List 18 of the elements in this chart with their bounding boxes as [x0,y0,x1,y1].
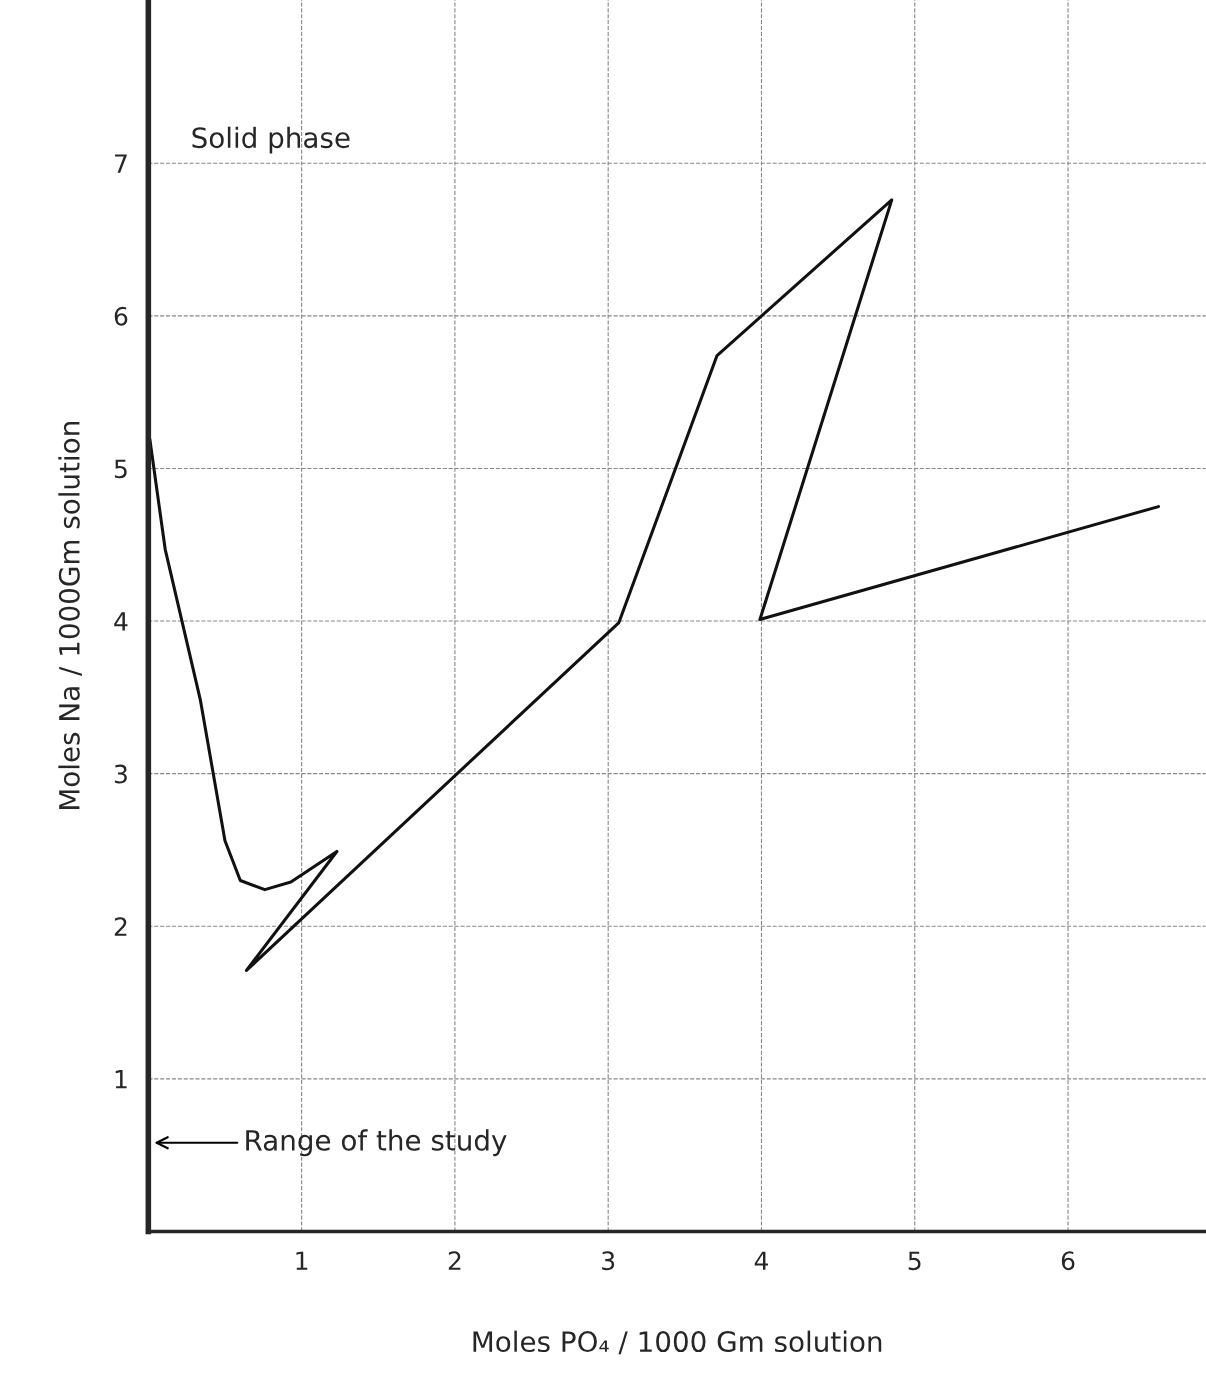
x-tick-label: 2 [448,1251,461,1270]
x-tick-label: 6 [1061,1251,1075,1271]
y-tick-label: 2 [114,917,127,936]
y-tick-label: 7 [115,154,127,173]
y-axis-title: Moles Na / 1000Gm solution [58,422,83,809]
y-tick-label: 6 [114,306,128,326]
x-tick-label: 4 [754,1251,769,1270]
x-tick-label: 5 [908,1251,921,1271]
annotation: Solid phase [192,126,350,154]
y-tick-label: 4 [114,612,128,631]
line-series [148,198,1161,973]
y-tick-label: 3 [114,764,127,784]
y-tick-label: 5 [114,459,127,479]
x-tick-label: 3 [602,1251,615,1271]
annotation: Range of the study [246,1129,507,1157]
y-tick-label: 1 [115,1070,127,1089]
x-axis-title: Moles PO₄ / 1000 Gm solution [473,1330,882,1355]
x-tick-label: 1 [296,1251,308,1270]
